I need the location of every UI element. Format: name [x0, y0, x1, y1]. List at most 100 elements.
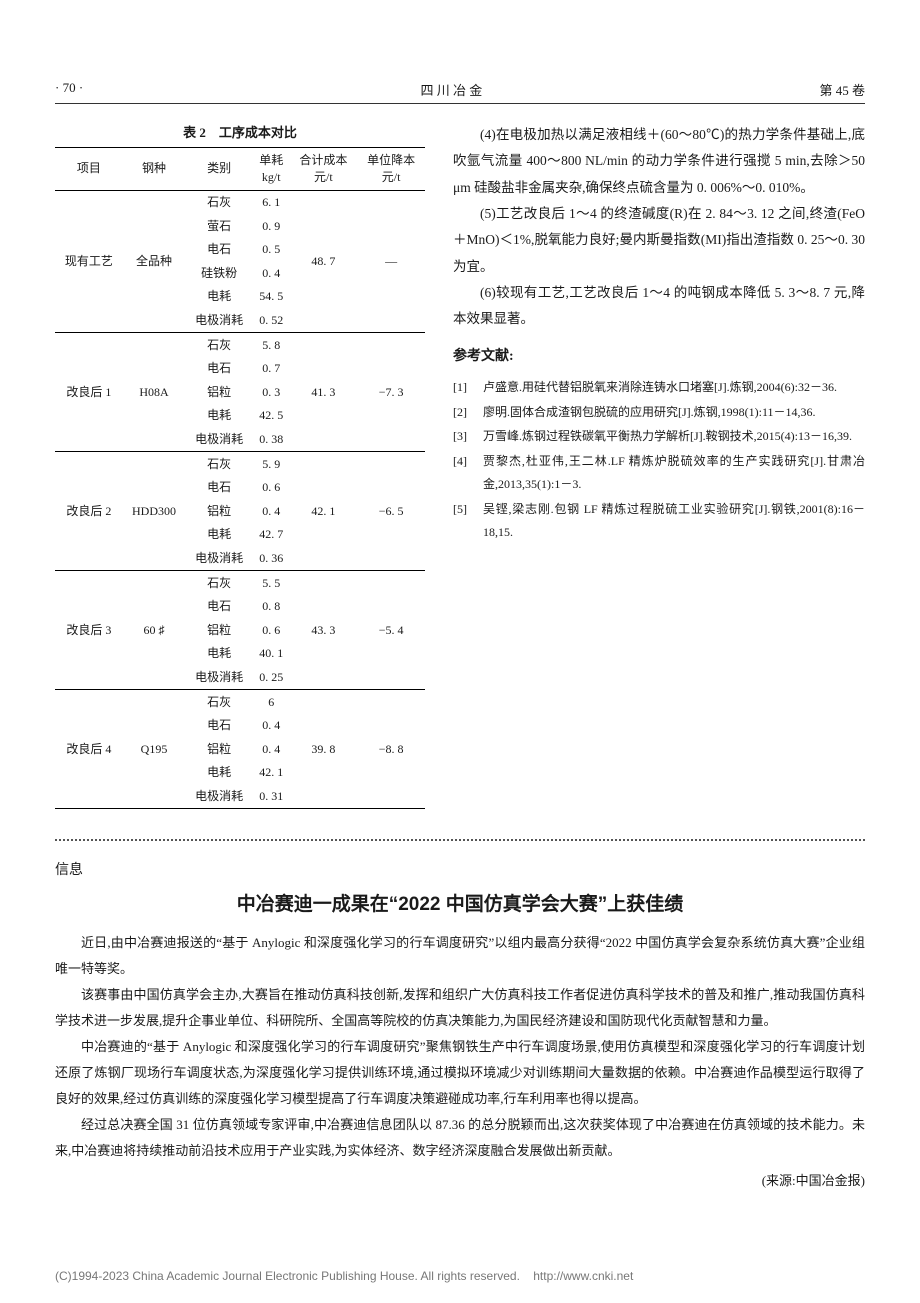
cell-steel: 全品种 — [123, 190, 186, 333]
table-header-row: 项目 钢种 类别 单耗kg/t 合计成本元/t 单位降本元/t — [55, 148, 425, 191]
references-heading: 参考文献: — [453, 343, 865, 370]
cell-value: 5. 9 — [253, 452, 289, 476]
cell-category: 电石 — [185, 357, 253, 381]
cell-value: 0. 31 — [253, 784, 289, 808]
cell-category: 电耗 — [185, 761, 253, 785]
cell-total: 48. 7 — [289, 190, 357, 333]
cell-value: 0. 6 — [253, 476, 289, 500]
cell-category: 电极消耗 — [185, 784, 253, 808]
cell-value: 6 — [253, 690, 289, 714]
cell-total: 39. 8 — [289, 690, 357, 809]
cell-category: 电极消耗 — [185, 309, 253, 333]
cell-reduce: −7. 3 — [357, 333, 425, 452]
cell-value: 0. 36 — [253, 547, 289, 571]
table-row: 现有工艺全品种石灰6. 148. 7— — [55, 190, 425, 214]
journal-title: 四 川 冶 金 — [420, 80, 482, 99]
cell-steel: 60 ♯ — [123, 571, 186, 690]
cell-value: 0. 6 — [253, 618, 289, 642]
reference-text: 吴铿,梁志刚.包钢 LF 精炼过程脱硫工业实验研究[J].钢铁,2001(8):… — [483, 498, 865, 544]
cell-value: 0. 3 — [253, 380, 289, 404]
cell-value: 40. 1 — [253, 642, 289, 666]
cell-category: 铝粒 — [185, 737, 253, 761]
cell-reduce: −6. 5 — [357, 452, 425, 571]
reference-number: [2] — [453, 401, 483, 424]
news-paragraph: 近日,由中冶赛迪报送的“基于 Anylogic 和深度强化学习的行车调度研究”以… — [55, 930, 865, 982]
news-body: 近日,由中冶赛迪报送的“基于 Anylogic 和深度强化学习的行车调度研究”以… — [55, 930, 865, 1164]
cell-steel: H08A — [123, 333, 186, 452]
cell-value: 0. 52 — [253, 309, 289, 333]
reference-item: [1]卢盛意.用硅代替铝脱氧来消除连铸水口堵塞[J].炼钢,2004(6):32… — [453, 376, 865, 399]
cell-value: 5. 5 — [253, 571, 289, 595]
cell-category: 铝粒 — [185, 499, 253, 523]
news-paragraph: 经过总决赛全国 31 位仿真领域专家评审,中冶赛迪信息团队以 87.36 的总分… — [55, 1112, 865, 1164]
table-row: 改良后 2HDD300石灰5. 942. 1−6. 5 — [55, 452, 425, 476]
references-list: [1]卢盛意.用硅代替铝脱氧来消除连铸水口堵塞[J].炼钢,2004(6):32… — [453, 376, 865, 544]
cell-category: 铝粒 — [185, 380, 253, 404]
reference-item: [3]万雪峰.炼钢过程铁碳氧平衡热力学解析[J].鞍钢技术,2015(4):13… — [453, 425, 865, 448]
footer-link[interactable]: http://www.cnki.net — [533, 1269, 633, 1283]
cell-value: 0. 7 — [253, 357, 289, 381]
cell-category: 电极消耗 — [185, 428, 253, 452]
cell-value: 5. 8 — [253, 333, 289, 357]
cell-steel: Q195 — [123, 690, 186, 809]
paragraph-6: (6)较现有工艺,工艺改良后 1～4 的吨钢成本降低 5. 3～8. 7 元,降… — [453, 280, 865, 333]
cell-category: 电极消耗 — [185, 665, 253, 689]
reference-item: [2]廖明.固体合成渣钢包脱硫的应用研究[J].炼钢,1998(1):11－14… — [453, 401, 865, 424]
cell-category: 铝粒 — [185, 618, 253, 642]
cell-category: 石灰 — [185, 333, 253, 357]
col-unit-reduction: 单位降本元/t — [357, 148, 425, 191]
cost-comparison-table: 项目 钢种 类别 单耗kg/t 合计成本元/t 单位降本元/t — [55, 147, 425, 809]
info-label: 信息 — [55, 859, 865, 879]
news-paragraph: 该赛事由中国仿真学会主办,大赛旨在推动仿真科技创新,发挥和组织广大仿真科技工作者… — [55, 982, 865, 1034]
reference-text: 贾黎杰,杜亚伟,王二林.LF 精炼炉脱硫效率的生产实践研究[J].甘肃冶金,20… — [483, 450, 865, 496]
table-row: 改良后 360 ♯石灰5. 543. 3−5. 4 — [55, 571, 425, 595]
cell-reduce: — — [357, 190, 425, 333]
cell-category: 电石 — [185, 714, 253, 738]
cell-project: 改良后 2 — [55, 452, 123, 571]
cell-project: 改良后 3 — [55, 571, 123, 690]
cell-category: 电极消耗 — [185, 547, 253, 571]
cell-project: 改良后 1 — [55, 333, 123, 452]
cell-value: 0. 5 — [253, 238, 289, 262]
reference-number: [1] — [453, 376, 483, 399]
cell-project: 改良后 4 — [55, 690, 123, 809]
cell-category: 电耗 — [185, 404, 253, 428]
footer-copyright: (C)1994-2023 China Academic Journal Elec… — [55, 1269, 520, 1283]
cell-category: 萤石 — [185, 214, 253, 238]
cell-value: 0. 4 — [253, 261, 289, 285]
cell-value: 42. 5 — [253, 404, 289, 428]
cell-category: 电石 — [185, 238, 253, 262]
cell-category: 石灰 — [185, 571, 253, 595]
page-number: · 70 · — [55, 80, 83, 99]
page-header: · 70 · 四 川 冶 金 第 45 卷 — [55, 80, 865, 104]
cell-category: 电石 — [185, 476, 253, 500]
cell-value: 42. 1 — [253, 761, 289, 785]
col-category: 类别 — [185, 148, 253, 191]
cell-category: 硅铁粉 — [185, 261, 253, 285]
cell-project: 现有工艺 — [55, 190, 123, 333]
cell-total: 43. 3 — [289, 571, 357, 690]
reference-item: [5]吴铿,梁志刚.包钢 LF 精炼过程脱硫工业实验研究[J].钢铁,2001(… — [453, 498, 865, 544]
news-source: (来源:中国冶金报) — [55, 1170, 865, 1189]
table-row: 改良后 4Q195石灰639. 8−8. 8 — [55, 690, 425, 714]
news-title: 中冶赛迪一成果在“2022 中国仿真学会大赛”上获佳绩 — [55, 889, 865, 916]
paragraph-4: (4)在电极加热以满足液相线＋(60～80℃)的热力学条件基础上,底吹氩气流量 … — [453, 122, 865, 201]
col-steel: 钢种 — [123, 148, 186, 191]
reference-text: 卢盛意.用硅代替铝脱氧来消除连铸水口堵塞[J].炼钢,2004(6):32－36… — [483, 376, 865, 399]
cell-category: 电耗 — [185, 285, 253, 309]
col-unit-consumption: 单耗kg/t — [253, 148, 289, 191]
reference-text: 廖明.固体合成渣钢包脱硫的应用研究[J].炼钢,1998(1):11－14,36… — [483, 401, 865, 424]
news-paragraph: 中冶赛迪的“基于 Anylogic 和深度强化学习的行车调度研究”聚焦钢铁生产中… — [55, 1034, 865, 1112]
cell-category: 电耗 — [185, 523, 253, 547]
journal-volume: 第 45 卷 — [819, 80, 865, 99]
cell-category: 石灰 — [185, 690, 253, 714]
reference-item: [4]贾黎杰,杜亚伟,王二林.LF 精炼炉脱硫效率的生产实践研究[J].甘肃冶金… — [453, 450, 865, 496]
cell-category: 电石 — [185, 595, 253, 619]
cell-value: 42. 7 — [253, 523, 289, 547]
cell-reduce: −5. 4 — [357, 571, 425, 690]
cell-value: 0. 8 — [253, 595, 289, 619]
section-divider — [55, 839, 865, 841]
cell-category: 电耗 — [185, 642, 253, 666]
cell-value: 0. 4 — [253, 714, 289, 738]
table-caption: 表 2 工序成本对比 — [55, 122, 425, 141]
